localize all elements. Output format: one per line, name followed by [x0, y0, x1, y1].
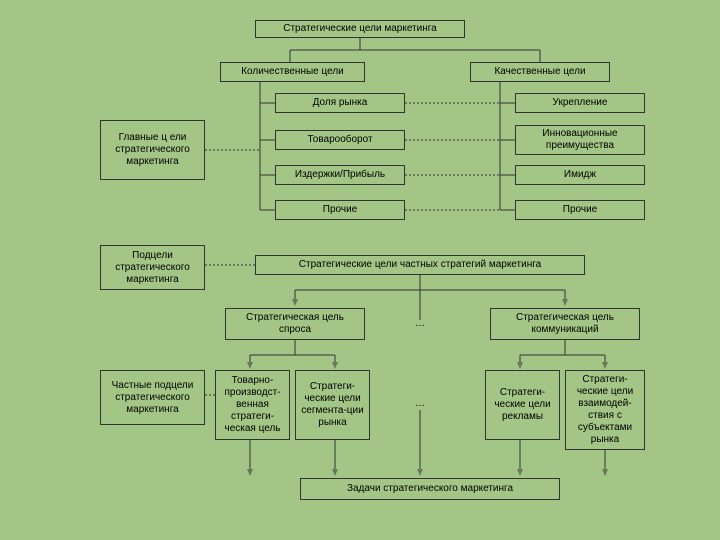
bottom-b2: Стратеги-ческие цели сегмента-ции рынка — [295, 370, 370, 440]
left-private: Частные подцели стратегического маркетин… — [100, 370, 205, 425]
qual-header: Качественные цели — [470, 62, 610, 82]
quant-header: Количественные цели — [220, 62, 365, 82]
bottom-b3: Стратеги-ческие цели рекламы — [485, 370, 560, 440]
qual-item: Укрепление — [515, 93, 645, 113]
quant-item: Доля рынка — [275, 93, 405, 113]
qual-item: Инновационные преимущества — [515, 125, 645, 155]
bottom-dots: … — [408, 395, 432, 413]
qual-item: Прочие — [515, 200, 645, 220]
mid-title: Стратегические цели частных стратегий ма… — [255, 255, 585, 275]
mid-comm: Стратегическая цель коммуникаций — [490, 308, 640, 340]
bottom-b1: Товарно-производст-венная стратеги-ческа… — [215, 370, 290, 440]
left-main: Главные ц ели стратегического маркетинга — [100, 120, 205, 180]
title-box: Стратегические цели маркетинга — [255, 20, 465, 38]
quant-item: Прочие — [275, 200, 405, 220]
mid-dots: … — [408, 315, 432, 333]
footer-box: Задачи стратегического маркетинга — [300, 478, 560, 500]
mid-demand: Стратегическая цель спроса — [225, 308, 365, 340]
quant-item: Издержки/Прибыль — [275, 165, 405, 185]
qual-item: Имидж — [515, 165, 645, 185]
quant-item: Товарооборот — [275, 130, 405, 150]
bottom-b4: Стратеги-ческие цели взаимодей-ствия с с… — [565, 370, 645, 450]
left-sub: Подцели стратегического маркетинга — [100, 245, 205, 290]
